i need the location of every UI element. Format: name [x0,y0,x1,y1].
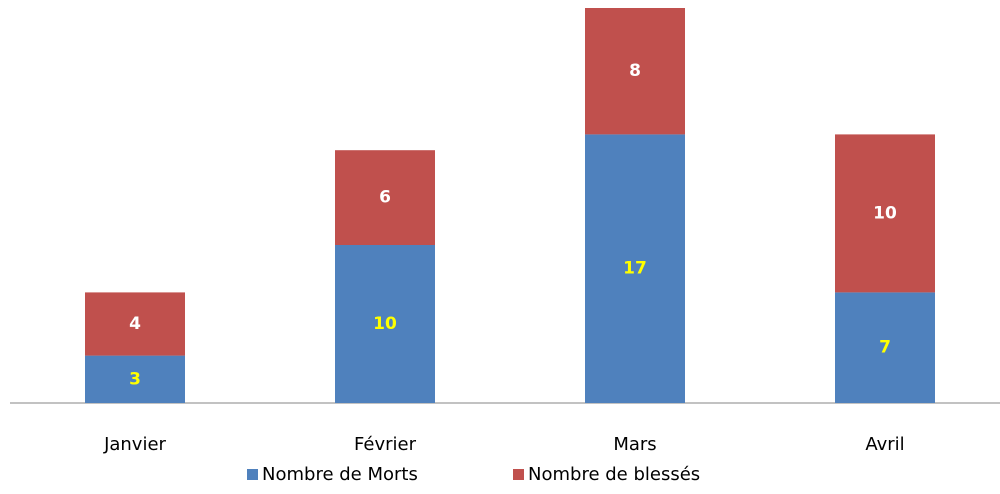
legend-swatch [513,469,524,480]
bar-segment [585,134,685,403]
data-label: 10 [373,314,397,334]
bar-segment [335,150,435,245]
x-tick-label: Février [354,434,417,455]
data-label: 8 [629,61,641,81]
data-label: 17 [623,259,647,279]
legend-label: Nombre de Morts [262,464,418,485]
bar-segment [835,292,935,403]
bar-segment [335,245,435,403]
data-label: 10 [873,203,897,223]
x-tick-label: Mars [613,434,656,455]
bar-segment [835,134,935,293]
data-label: 6 [379,188,391,208]
data-label: 7 [879,338,891,358]
legend-swatch [247,469,258,480]
bar-segment [85,355,185,403]
data-label: 3 [129,369,141,389]
bar-segment [585,8,685,135]
x-tick-label: Janvier [103,434,166,455]
data-label: 4 [129,314,141,334]
x-tick-label: Avril [865,434,904,455]
legend-label: Nombre de blessés [528,464,700,485]
bar-segment [85,292,185,356]
